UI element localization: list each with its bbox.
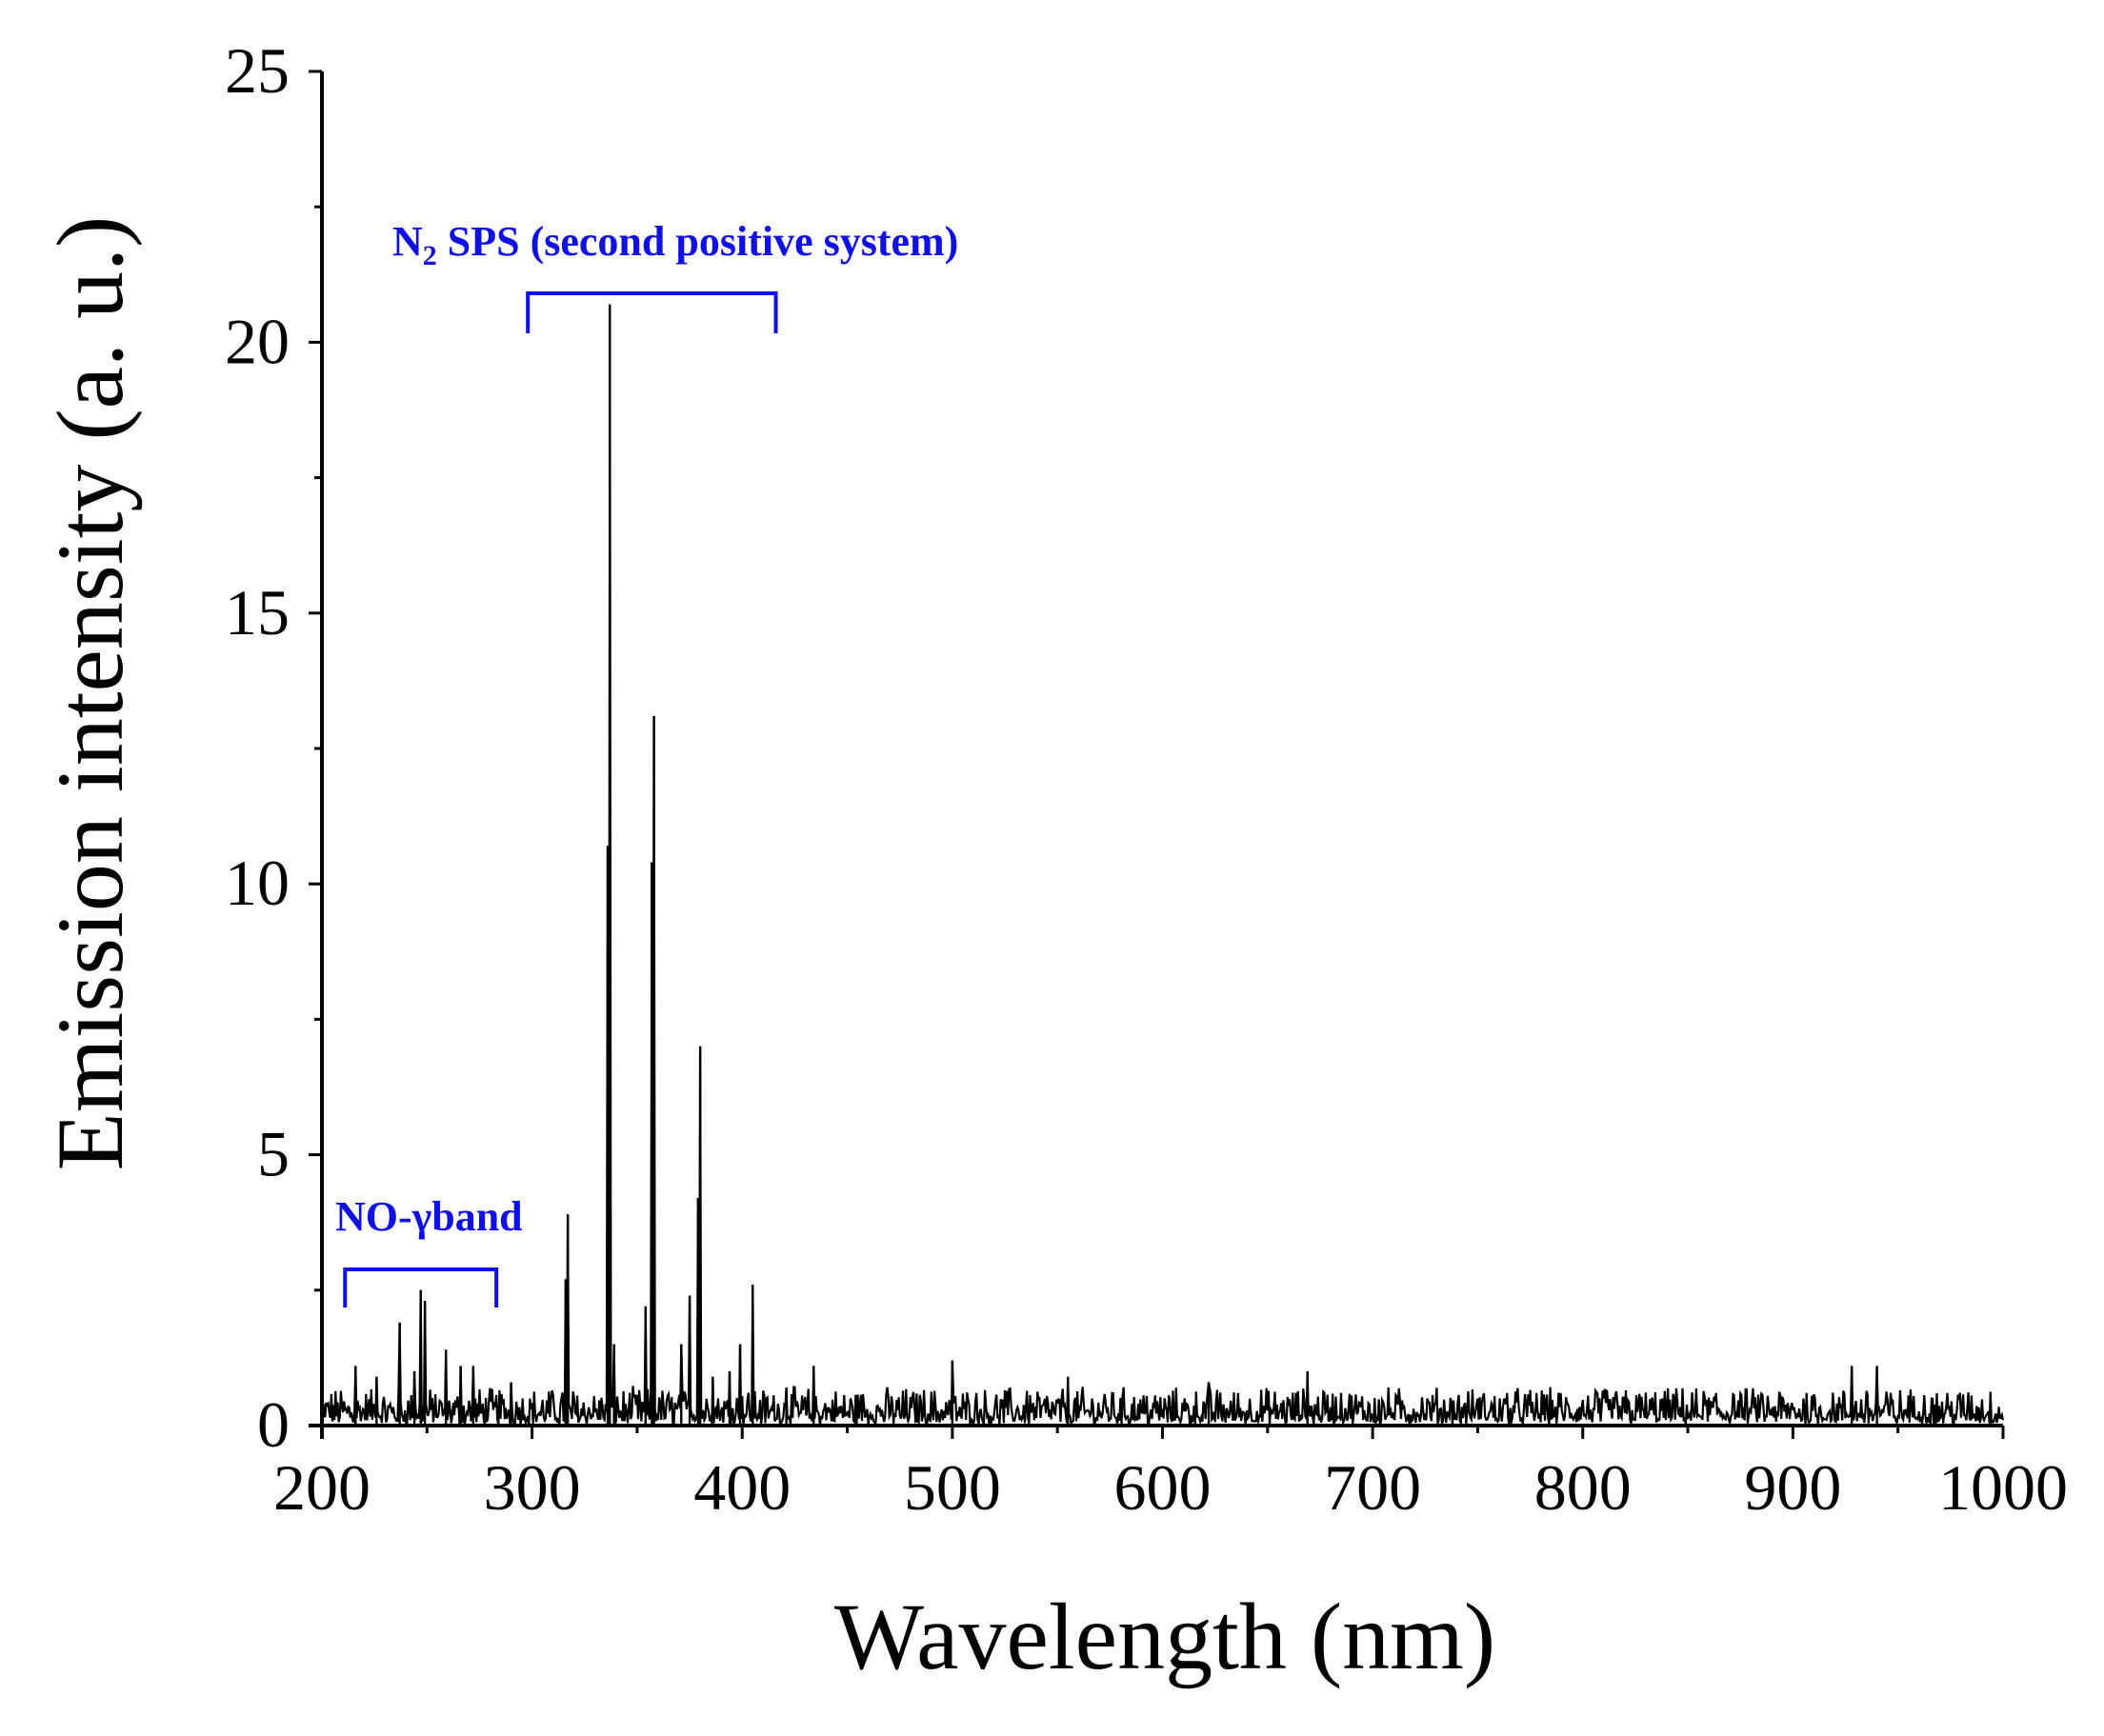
x-tick-label: 600 bbox=[1114, 1451, 1212, 1524]
y-axis-title: Emission intensity (a. u.) bbox=[37, 216, 143, 1171]
n2-sps-bracket bbox=[526, 291, 778, 333]
x-axis-title: Wavelength (nm) bbox=[834, 1584, 1495, 1689]
x-tick-label: 400 bbox=[693, 1451, 791, 1524]
y-tick-label: 5 bbox=[257, 1118, 290, 1190]
n2-sps-label: N2 SPS (second positive system) bbox=[392, 218, 958, 271]
y-tick-label: 20 bbox=[225, 305, 290, 377]
x-tick-label: 500 bbox=[904, 1451, 1001, 1524]
x-tick-label: 1000 bbox=[1938, 1451, 2068, 1524]
x-tick-label: 900 bbox=[1744, 1451, 1841, 1524]
x-tick-label: 700 bbox=[1324, 1451, 1421, 1524]
y-axis-title-group: Emission intensity (a. u.) bbox=[37, 216, 143, 1171]
spectrum-line bbox=[320, 304, 2005, 1428]
x-tick-label: 800 bbox=[1534, 1451, 1632, 1524]
y-tick-label: 0 bbox=[257, 1388, 290, 1461]
x-tick-label: 300 bbox=[484, 1451, 581, 1524]
x-tick-label: 200 bbox=[273, 1451, 371, 1524]
y-tick-label: 25 bbox=[225, 34, 290, 107]
y-tick-label: 10 bbox=[225, 847, 290, 919]
no-gamma-label: NO-γband bbox=[335, 1193, 523, 1240]
no-gamma-bracket bbox=[343, 1267, 499, 1307]
y-tick-label: 15 bbox=[225, 576, 290, 649]
